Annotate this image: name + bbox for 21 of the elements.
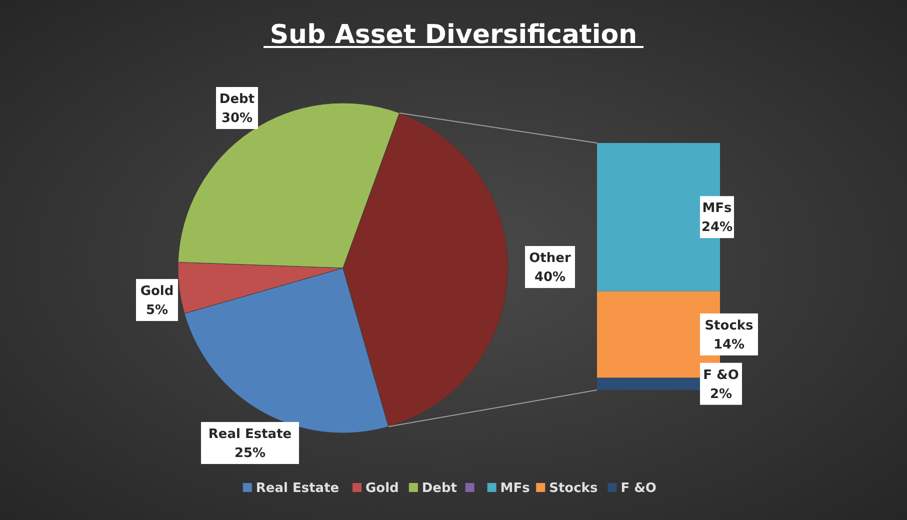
- legend-label: Gold: [366, 481, 399, 496]
- data-label: 40%: [534, 270, 566, 285]
- data-label: 30%: [221, 111, 253, 126]
- legend-label: F &O: [620, 481, 656, 496]
- text: F &O: [703, 368, 739, 383]
- data-label: 25%: [234, 446, 266, 461]
- text: MFs: [702, 201, 732, 216]
- slice-label: Gold: [140, 284, 174, 299]
- slice-label: Other: [529, 251, 572, 266]
- data-label: 2%: [710, 386, 732, 402]
- text: Stocks: [704, 318, 754, 334]
- legend-label: Stocks: [549, 481, 598, 496]
- legend-label: Real Estate: [256, 481, 340, 496]
- data-label: 24%: [701, 220, 733, 236]
- chart-title: Sub Asset Diversification: [270, 20, 638, 50]
- data-label: 14%: [713, 337, 745, 352]
- legend-label: MFs: [500, 481, 530, 496]
- slice-label: Real Estate: [208, 427, 292, 442]
- slice-label: Debt: [219, 92, 255, 107]
- legend-label: Debt: [422, 481, 458, 496]
- data-label: 5%: [146, 303, 168, 318]
